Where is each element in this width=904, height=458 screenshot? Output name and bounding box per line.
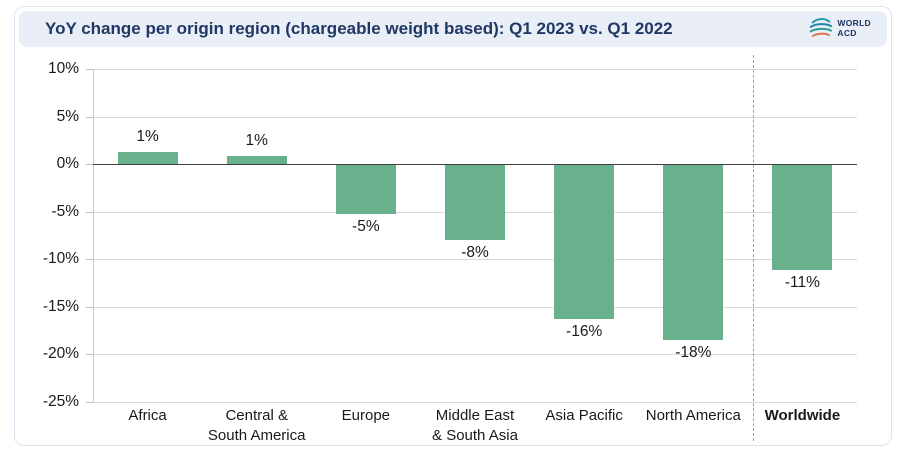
x-axis-category-label: North America <box>645 407 741 424</box>
chart-card: YoY change per origin region (chargeable… <box>14 6 892 446</box>
bar-asia-pacific <box>554 165 615 319</box>
bar-europe <box>335 165 396 215</box>
y-axis-tick-label: -25% <box>42 392 79 410</box>
x-axis-category-label: Europe <box>341 407 391 424</box>
gridline <box>93 306 857 308</box>
chart-header: YoY change per origin region (chargeable… <box>19 11 887 47</box>
y-axis-tick <box>86 401 93 403</box>
bar-africa <box>117 151 178 164</box>
x-axis-category-label: Middle East & South Asia <box>432 407 518 444</box>
y-axis-tick <box>86 354 93 355</box>
bar-central-&-south-america <box>226 156 287 164</box>
y-axis-tick-label: -10% <box>42 250 79 267</box>
x-axis-category-label: Worldwide <box>764 407 841 424</box>
logo-line1: WORLD <box>837 18 871 29</box>
bar-value-label: -16% <box>566 322 603 340</box>
bar-middle-east-&-south-asia <box>445 165 505 241</box>
x-axis-category-label: Africa <box>128 407 167 424</box>
gridline <box>93 354 857 355</box>
bar-value-label: -18% <box>675 343 712 361</box>
worldacd-logo: WORLD ACD <box>807 16 871 42</box>
worldacd-globe-icon <box>807 16 833 42</box>
worldwide-separator-line <box>752 55 754 441</box>
y-axis-tick-label: -15% <box>42 297 79 315</box>
logo-line2: ACD <box>837 28 857 38</box>
bar-chart: 10% 5% 0% -5% -10% -15% -20% -25% 1% Africa 1% Cent… <box>15 49 891 445</box>
y-axis-tick-label: 10% <box>47 60 79 77</box>
zero-axis-line <box>93 164 857 165</box>
y-axis-tick-label: -20% <box>42 345 79 362</box>
bar-value-label: -5% <box>352 218 380 236</box>
y-axis-tick <box>86 306 93 308</box>
bar-north-america <box>663 165 724 340</box>
y-axis-tick <box>86 259 93 260</box>
y-axis-tick <box>86 211 93 213</box>
bar-value-label: -8% <box>461 244 489 262</box>
bar-value-label: 1% <box>136 127 159 145</box>
y-axis-tick-label: -5% <box>51 202 79 220</box>
bar-worldwide <box>772 165 833 270</box>
y-axis-tick <box>86 69 93 70</box>
chart-title: YoY change per origin region (chargeable… <box>45 19 673 38</box>
gridline <box>93 259 857 260</box>
y-axis-tick-label: 5% <box>56 107 79 125</box>
x-axis-category-label: Central & South America <box>207 407 306 444</box>
bar-value-label: 1% <box>245 132 268 150</box>
y-axis-tick <box>86 164 93 165</box>
gridline <box>93 69 857 70</box>
y-axis-tick-label: 0% <box>56 155 79 172</box>
gridline <box>93 401 857 403</box>
worldacd-logo-text: WORLD ACD <box>837 18 871 39</box>
gridline <box>93 116 857 118</box>
y-axis-tick <box>86 116 93 118</box>
x-axis-category-label: Asia Pacific <box>545 407 623 424</box>
y-axis-line <box>93 69 94 402</box>
bar-value-label: -11% <box>784 273 820 291</box>
